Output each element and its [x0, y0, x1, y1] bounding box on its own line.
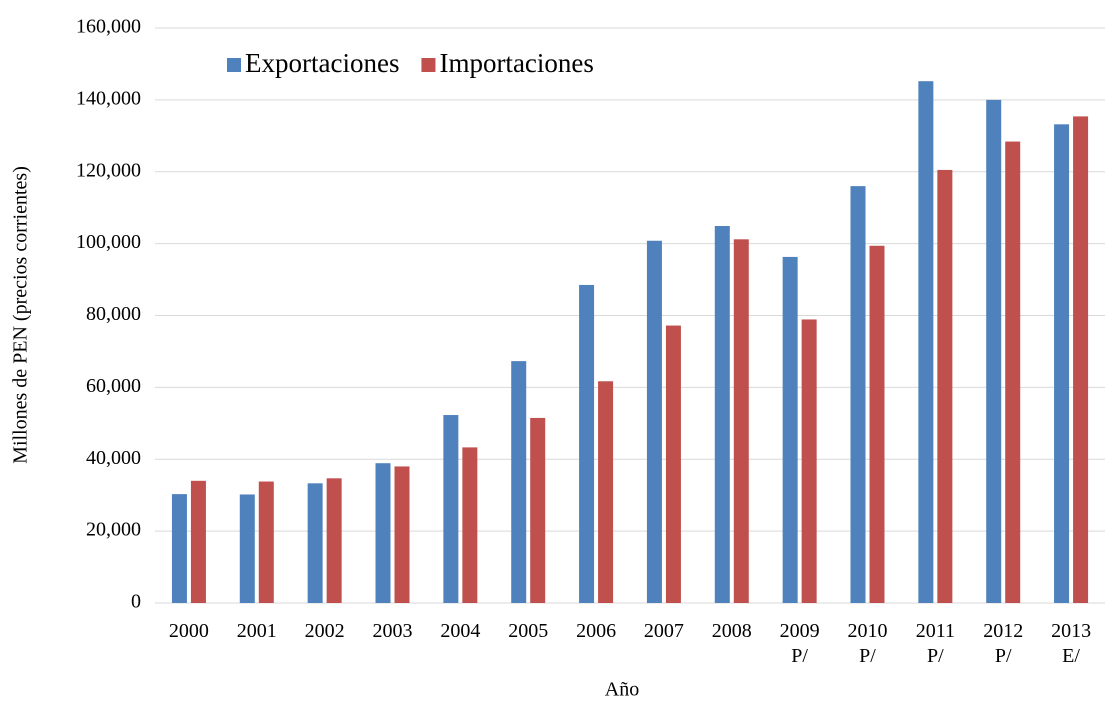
y-tick-label: 0 [131, 591, 141, 613]
legend-label: Importaciones [439, 48, 593, 78]
bar [258, 481, 274, 603]
bar [326, 478, 342, 603]
bar [394, 466, 410, 603]
x-tick-label: 2004 [440, 620, 481, 642]
x-tick-label: 2003 [372, 620, 413, 642]
x-tick-label: 2012 P/ [983, 620, 1024, 667]
bar [462, 447, 478, 603]
x-tick-label: 2005 [508, 620, 549, 642]
y-tick-label: 80,000 [86, 303, 141, 325]
bar [733, 239, 749, 603]
x-tick-label: 2013 E/ [1051, 620, 1092, 667]
bar [801, 319, 817, 603]
x-tick-label: 2001 [236, 620, 277, 642]
bar [579, 284, 595, 603]
x-tick-label: 2007 [643, 620, 684, 642]
bar [511, 361, 527, 603]
bar [1005, 141, 1021, 603]
bar [869, 245, 885, 603]
bar [530, 417, 546, 603]
bar [782, 256, 798, 603]
bar [1073, 116, 1089, 603]
bar [239, 494, 255, 603]
legend-swatch [227, 58, 241, 72]
y-tick-label: 20,000 [86, 519, 141, 541]
legend-label: Exportaciones [245, 48, 399, 78]
bar [646, 240, 662, 603]
bar [850, 186, 866, 603]
x-tick-label: 2006 [576, 620, 617, 642]
bar [714, 226, 730, 603]
y-tick-label: 40,000 [86, 447, 141, 469]
bar [665, 325, 681, 603]
bar [307, 483, 323, 603]
y-tick-label: 140,000 [76, 87, 141, 109]
y-axis-label: Millones de PEN (precios corrientes) [10, 166, 32, 464]
x-tick-label: 2000 [168, 620, 209, 642]
y-tick-label: 100,000 [76, 231, 141, 253]
bar [918, 81, 934, 603]
bar [986, 99, 1002, 603]
y-tick-label: 120,000 [76, 159, 141, 181]
x-tick-label: 2011 P/ [915, 620, 955, 667]
x-axis-label: Año [605, 679, 639, 701]
x-tick-label: 2008 [711, 620, 752, 642]
legend-swatch [421, 58, 436, 72]
x-tick-label: 2002 [304, 620, 345, 642]
bar [598, 381, 614, 603]
y-tick-label: 160,000 [76, 16, 141, 38]
bar [375, 463, 391, 603]
x-tick-label: 2009 P/ [779, 620, 820, 667]
y-tick-label: 60,000 [86, 375, 141, 397]
x-tick-label: 2010 P/ [847, 620, 888, 667]
bar [171, 494, 187, 603]
bar [190, 480, 206, 603]
bar [1054, 124, 1070, 603]
bar [937, 169, 953, 603]
bar [443, 415, 459, 603]
